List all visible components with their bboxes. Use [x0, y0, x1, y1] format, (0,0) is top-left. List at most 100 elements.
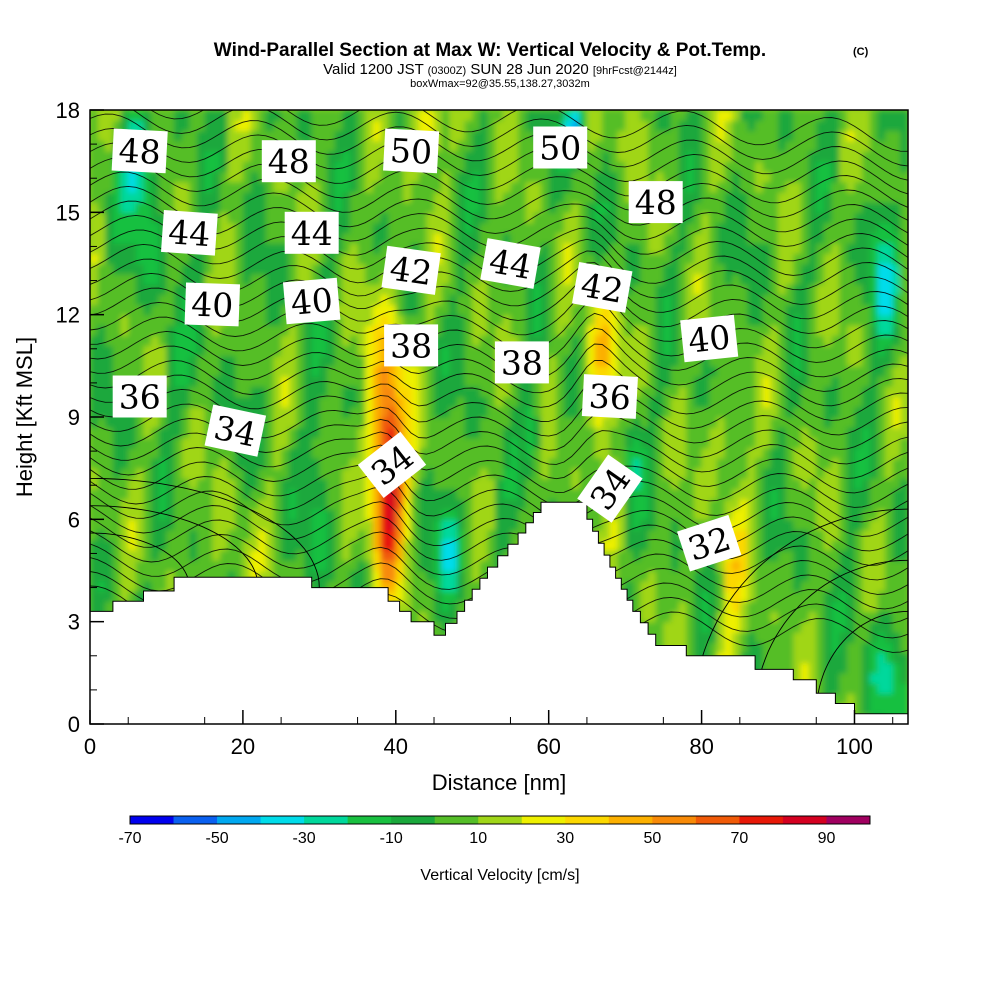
w-field-cell-1764 [311, 468, 320, 479]
w-field-cell-4039 [602, 519, 611, 531]
w-field-cell-1418 [265, 324, 275, 336]
w-field-cell-1154 [235, 570, 244, 582]
w-field-cell-1472 [273, 386, 282, 398]
w-field-cell-463 [143, 273, 152, 285]
w-field-cell-2262 [372, 283, 382, 295]
w-field-cell-3331 [510, 396, 519, 408]
w-field-cell-2554 [411, 365, 420, 377]
w-field-cell-1766 [311, 447, 320, 459]
w-field-cell-1283 [250, 478, 259, 490]
w-field-cell-4583 [671, 478, 680, 490]
w-field-cell-559 [158, 519, 168, 531]
w-field-cell-4434 [648, 161, 657, 172]
w-field-cell-3281 [502, 294, 512, 306]
w-field-cell-704 [174, 263, 183, 275]
w-field-cell-958 [204, 120, 213, 132]
w-field-cell-3016 [472, 550, 481, 561]
w-field-cell-216 [112, 345, 122, 357]
w-field-cell-1413 [265, 376, 275, 387]
w-field-cell-798 [189, 529, 198, 541]
w-field-cell-2612 [418, 386, 427, 398]
subtitle-date: SUN 28 Jun 2020 [466, 61, 593, 78]
w-field-cell-1455 [273, 560, 282, 572]
w-field-cell-2598 [418, 529, 427, 541]
w-field-cell-52 [90, 181, 99, 193]
w-field-cell-4828 [701, 427, 710, 439]
w-field-cell-980 [212, 509, 221, 520]
w-field-cell-4498 [655, 120, 664, 132]
w-field-cell-2087 [349, 232, 359, 244]
w-field-cell-1858 [319, 120, 328, 132]
w-field-cell-77 [97, 539, 106, 551]
w-field-cell-1529 [281, 417, 290, 428]
w-field-cell-1126 [227, 243, 236, 254]
w-field-cell-2981 [464, 294, 473, 306]
w-field-cell-1892 [326, 386, 336, 398]
w-field-cell-82 [97, 488, 106, 500]
w-field-cell-33 [90, 376, 99, 387]
w-field-cell-4846 [701, 243, 710, 254]
w-field-cell-2251 [372, 396, 382, 408]
w-field-cell-3520 [533, 304, 542, 316]
w-field-cell-1306 [250, 243, 259, 254]
w-field-cell-2786 [441, 447, 450, 459]
w-field-cell-3806 [571, 447, 580, 459]
w-field-cell-4196 [617, 140, 626, 152]
w-field-cell-4652 [678, 386, 687, 398]
w-field-cell-1299 [250, 314, 259, 326]
w-field-cell-2660 [426, 509, 435, 520]
w-field-cell-1430 [265, 202, 275, 213]
w-field-cell-4365 [640, 253, 649, 265]
w-field-cell-1417 [265, 335, 275, 346]
w-field-cell-3349 [510, 212, 519, 224]
w-field-cell-2203 [365, 273, 374, 285]
w-field-cell-2073 [349, 376, 359, 387]
w-field-cell-4614 [671, 161, 680, 172]
w-field-cell-3461 [525, 294, 534, 306]
w-field-cell-2544 [411, 468, 420, 479]
w-field-cell-437 [143, 539, 152, 551]
w-field-cell-1402 [265, 488, 275, 500]
w-field-cell-943 [204, 273, 213, 285]
w-field-cell-4598 [671, 324, 680, 336]
w-field-cell-1974 [334, 161, 343, 172]
w-field-cell-473 [143, 171, 152, 183]
w-field-cell-3691 [556, 396, 565, 408]
w-field-cell-264 [120, 468, 129, 479]
w-field-cell-747 [181, 437, 190, 449]
w-field-cell-4822 [701, 488, 710, 500]
w-field-cell-3705 [556, 253, 565, 265]
w-field-cell-738 [181, 529, 190, 541]
w-field-cell-1106 [227, 447, 236, 459]
w-field-cell-2017 [342, 335, 351, 346]
w-field-cell-3501 [533, 498, 542, 510]
w-field-cell-2872 [449, 181, 458, 193]
w-field-cell-4784 [693, 263, 703, 275]
w-field-cell-4189 [617, 212, 626, 224]
w-field-cell-2501 [403, 294, 412, 306]
w-field-cell-2771 [441, 601, 450, 613]
w-field-cell-1836 [319, 345, 328, 357]
w-field-cell-813 [189, 376, 198, 387]
w-field-cell-1947 [334, 437, 343, 449]
w-field-cell-3864 [579, 468, 588, 479]
w-field-cell-1605 [288, 253, 298, 265]
w-field-cell-1603 [288, 273, 298, 285]
w-field-cell-867 [197, 437, 206, 449]
w-field-cell-2234 [372, 570, 382, 582]
w-field-cell-4405 [648, 457, 657, 469]
w-field-cell-2840 [449, 509, 458, 520]
w-field-cell-2275 [372, 150, 382, 162]
w-field-cell-1431 [265, 191, 275, 203]
w-field-cell-951 [204, 191, 213, 203]
w-field-cell-4508 [663, 631, 672, 643]
w-field-cell-1915 [326, 150, 336, 162]
w-field-cell-54 [90, 161, 99, 172]
w-field-cell-3172 [487, 181, 496, 193]
w-field-cell-374 [135, 570, 145, 582]
w-field-cell-3996 [594, 345, 603, 357]
w-field-cell-1485 [273, 253, 282, 265]
w-field-cell-3023 [472, 478, 481, 490]
w-field-cell-4167 [617, 437, 626, 449]
w-field-cell-267 [120, 437, 129, 449]
